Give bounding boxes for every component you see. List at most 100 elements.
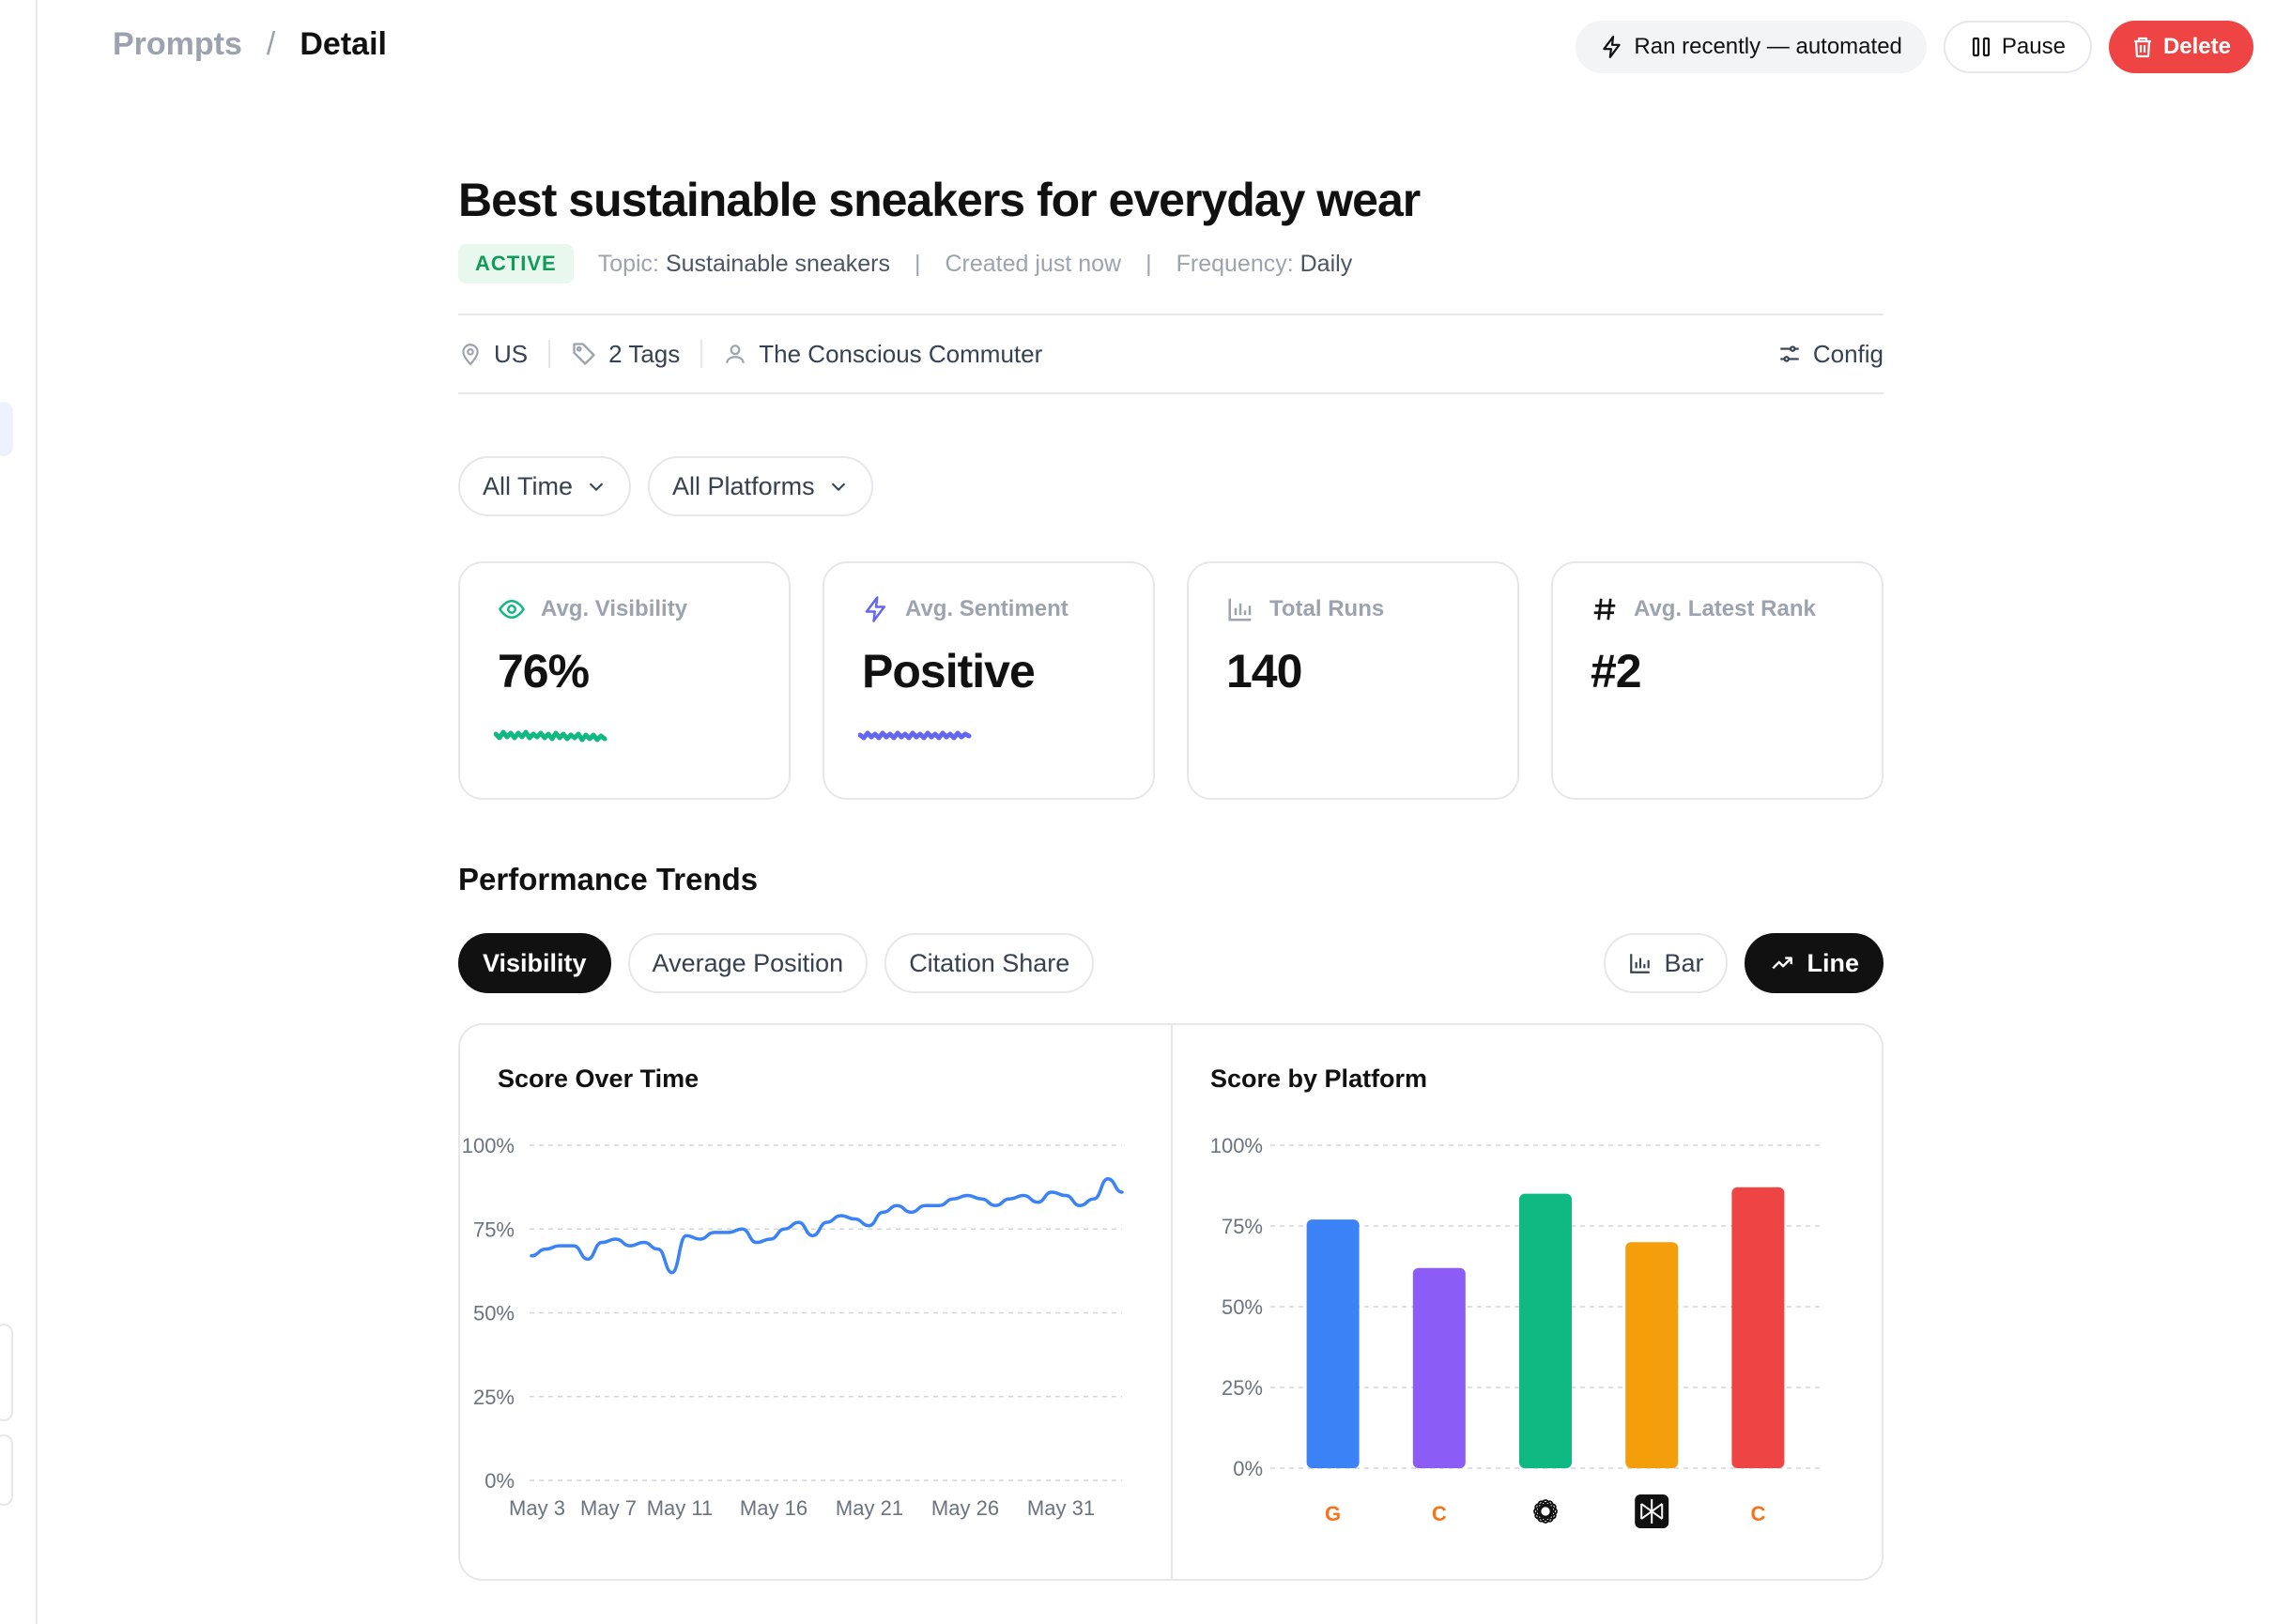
bar-view-label: Bar <box>1664 948 1704 977</box>
sidebar-collapsed-panel[interactable] <box>0 1324 13 1421</box>
info-divider <box>700 340 703 368</box>
metric-card-sentiment: Avg. Sentiment Positive <box>823 561 1155 800</box>
metric-card-total-runs: Total Runs 140 <box>1187 561 1519 800</box>
tab-citation-share[interactable]: Citation Share <box>884 933 1095 993</box>
chart-title: Score by Platform <box>1210 1065 1428 1093</box>
persona-label: The Conscious Commuter <box>759 339 1043 368</box>
y-tick-label: 25% <box>1222 1376 1263 1400</box>
metric-value: #2 <box>1591 645 1642 697</box>
y-tick-label: 75% <box>473 1218 515 1241</box>
info-divider <box>548 340 551 368</box>
config-label: Config <box>1812 339 1884 368</box>
topic-value: Sustainable sneakers <box>665 250 890 277</box>
pause-icon <box>1970 35 1992 59</box>
sidebar-active-indicator[interactable] <box>0 402 13 456</box>
run-status-label: Ran recently — automated <box>1634 34 1902 59</box>
tab-average-position[interactable]: Average Position <box>627 933 869 993</box>
topic-meta: Topic: Sustainable sneakers <box>598 251 890 278</box>
chatgpt-logo-petal <box>1534 1503 1557 1520</box>
metric-value: Positive <box>862 645 1036 697</box>
score-over-time-panel: Score Over Time 100% 75% 50% 25% 0% May 3 May … <box>460 1025 1171 1579</box>
perplexity-logo-mark <box>1640 1499 1664 1524</box>
score-by-platform-chart: 100% 75% 50% 25% 0% G C C <box>1210 1134 1821 1528</box>
breadcrumb-prompts-link[interactable]: Prompts <box>113 26 242 62</box>
y-tick-label: 50% <box>473 1302 515 1325</box>
frequency-key: Frequency: <box>1176 250 1294 277</box>
perplexity-logo-icon <box>1635 1494 1669 1528</box>
x-tick-label: May 31 <box>1027 1496 1095 1520</box>
breadcrumb-separator: / <box>266 26 276 62</box>
prompt-info-bar: US 2 Tags The Conscious Commuter Config <box>458 314 1884 394</box>
frequency-value: Daily <box>1299 250 1353 277</box>
meta-separator: | <box>1146 250 1152 277</box>
platform-dropdown[interactable]: All Platforms <box>648 456 873 516</box>
map-pin-icon <box>458 341 483 367</box>
visibility-sparkline <box>494 729 607 743</box>
y-tick-label: 100% <box>462 1134 515 1157</box>
eye-icon <box>498 595 526 623</box>
pause-label: Pause <box>2001 34 2066 59</box>
metric-tabs: Visibility Average Position Citation Sha… <box>458 933 1095 993</box>
line-view-button[interactable]: Line <box>1745 933 1884 993</box>
charts-container: Score Over Time 100% 75% 50% 25% 0% May 3 May … <box>458 1023 1884 1581</box>
metric-label: Avg. Latest Rank <box>1634 596 1816 621</box>
x-tick-label: May 11 <box>647 1496 714 1520</box>
chevron-down-icon <box>586 476 607 497</box>
chatgpt-logo-icon <box>1533 1499 1558 1524</box>
tags-item[interactable]: 2 Tags <box>571 340 680 369</box>
tags-label: 2 Tags <box>608 339 681 368</box>
sentiment-sparkline <box>858 730 972 741</box>
x-tick-label: May 3 <box>509 1496 565 1520</box>
created-meta: Created just now <box>945 250 1122 277</box>
platform-label: C <box>1432 1502 1447 1525</box>
platform-label: G <box>1325 1502 1341 1525</box>
y-tick-label: 75% <box>1222 1215 1263 1238</box>
status-badge: ACTIVE <box>458 244 574 283</box>
y-tick-label: 0% <box>1233 1457 1263 1480</box>
page-title: Best sustainable sneakers for everyday w… <box>458 174 1421 226</box>
chart-title: Score Over Time <box>498 1065 700 1093</box>
x-tick-label: May 21 <box>836 1496 903 1520</box>
series-line <box>530 1176 1124 1275</box>
meta-separator: | <box>915 250 921 277</box>
bar-view-button[interactable]: Bar <box>1604 933 1729 993</box>
config-button[interactable]: Config <box>1777 340 1884 369</box>
bolt-icon <box>862 595 890 623</box>
platform-value: All Platforms <box>672 471 815 500</box>
bar <box>1625 1242 1679 1468</box>
sidebar-collapsed-item[interactable] <box>0 1434 13 1506</box>
location-item[interactable]: US <box>458 340 528 369</box>
metric-value: 140 <box>1226 645 1302 697</box>
tab-visibility[interactable]: Visibility <box>458 933 611 993</box>
platform-label: C <box>1750 1502 1765 1525</box>
delete-label: Delete <box>2162 34 2231 59</box>
trash-icon <box>2131 35 2154 59</box>
section-title-performance: Performance Trends <box>458 862 759 896</box>
metric-card-rank: Avg. Latest Rank #2 <box>1551 561 1884 800</box>
breadcrumb: Prompts / Detail <box>113 26 387 63</box>
time-range-value: All Time <box>483 471 574 500</box>
y-tick-label: 100% <box>1210 1134 1263 1157</box>
delete-button[interactable]: Delete <box>2108 21 2253 73</box>
sliders-icon <box>1777 342 1802 366</box>
chart-view-toggle: Bar Line <box>1604 933 1884 993</box>
time-range-dropdown[interactable]: All Time <box>458 456 632 516</box>
pause-button[interactable]: Pause <box>1943 21 2092 73</box>
line-view-label: Line <box>1807 948 1859 977</box>
persona-item[interactable]: The Conscious Commuter <box>723 340 1042 369</box>
x-tick-label: May 16 <box>740 1496 807 1520</box>
bar-chart-icon <box>1226 595 1254 623</box>
frequency-meta: Frequency: Daily <box>1176 251 1353 278</box>
run-status-pill: Ran recently — automated <box>1576 21 1927 73</box>
bar <box>1731 1187 1785 1468</box>
tag-icon <box>571 341 597 367</box>
metric-value: 76% <box>498 645 590 697</box>
y-tick-label: 0% <box>484 1469 515 1493</box>
metric-cards: Avg. Visibility 76% Avg. Sentiment Posit… <box>458 561 1884 800</box>
prompt-meta: ACTIVE Topic: Sustainable sneakers | Cre… <box>458 244 1352 283</box>
trending-up-icon <box>1769 951 1795 975</box>
topic-key: Topic: <box>597 250 659 277</box>
x-tick-label: May 7 <box>580 1496 637 1520</box>
filters: All Time All Platforms <box>458 456 873 516</box>
hash-icon <box>1591 595 1619 623</box>
